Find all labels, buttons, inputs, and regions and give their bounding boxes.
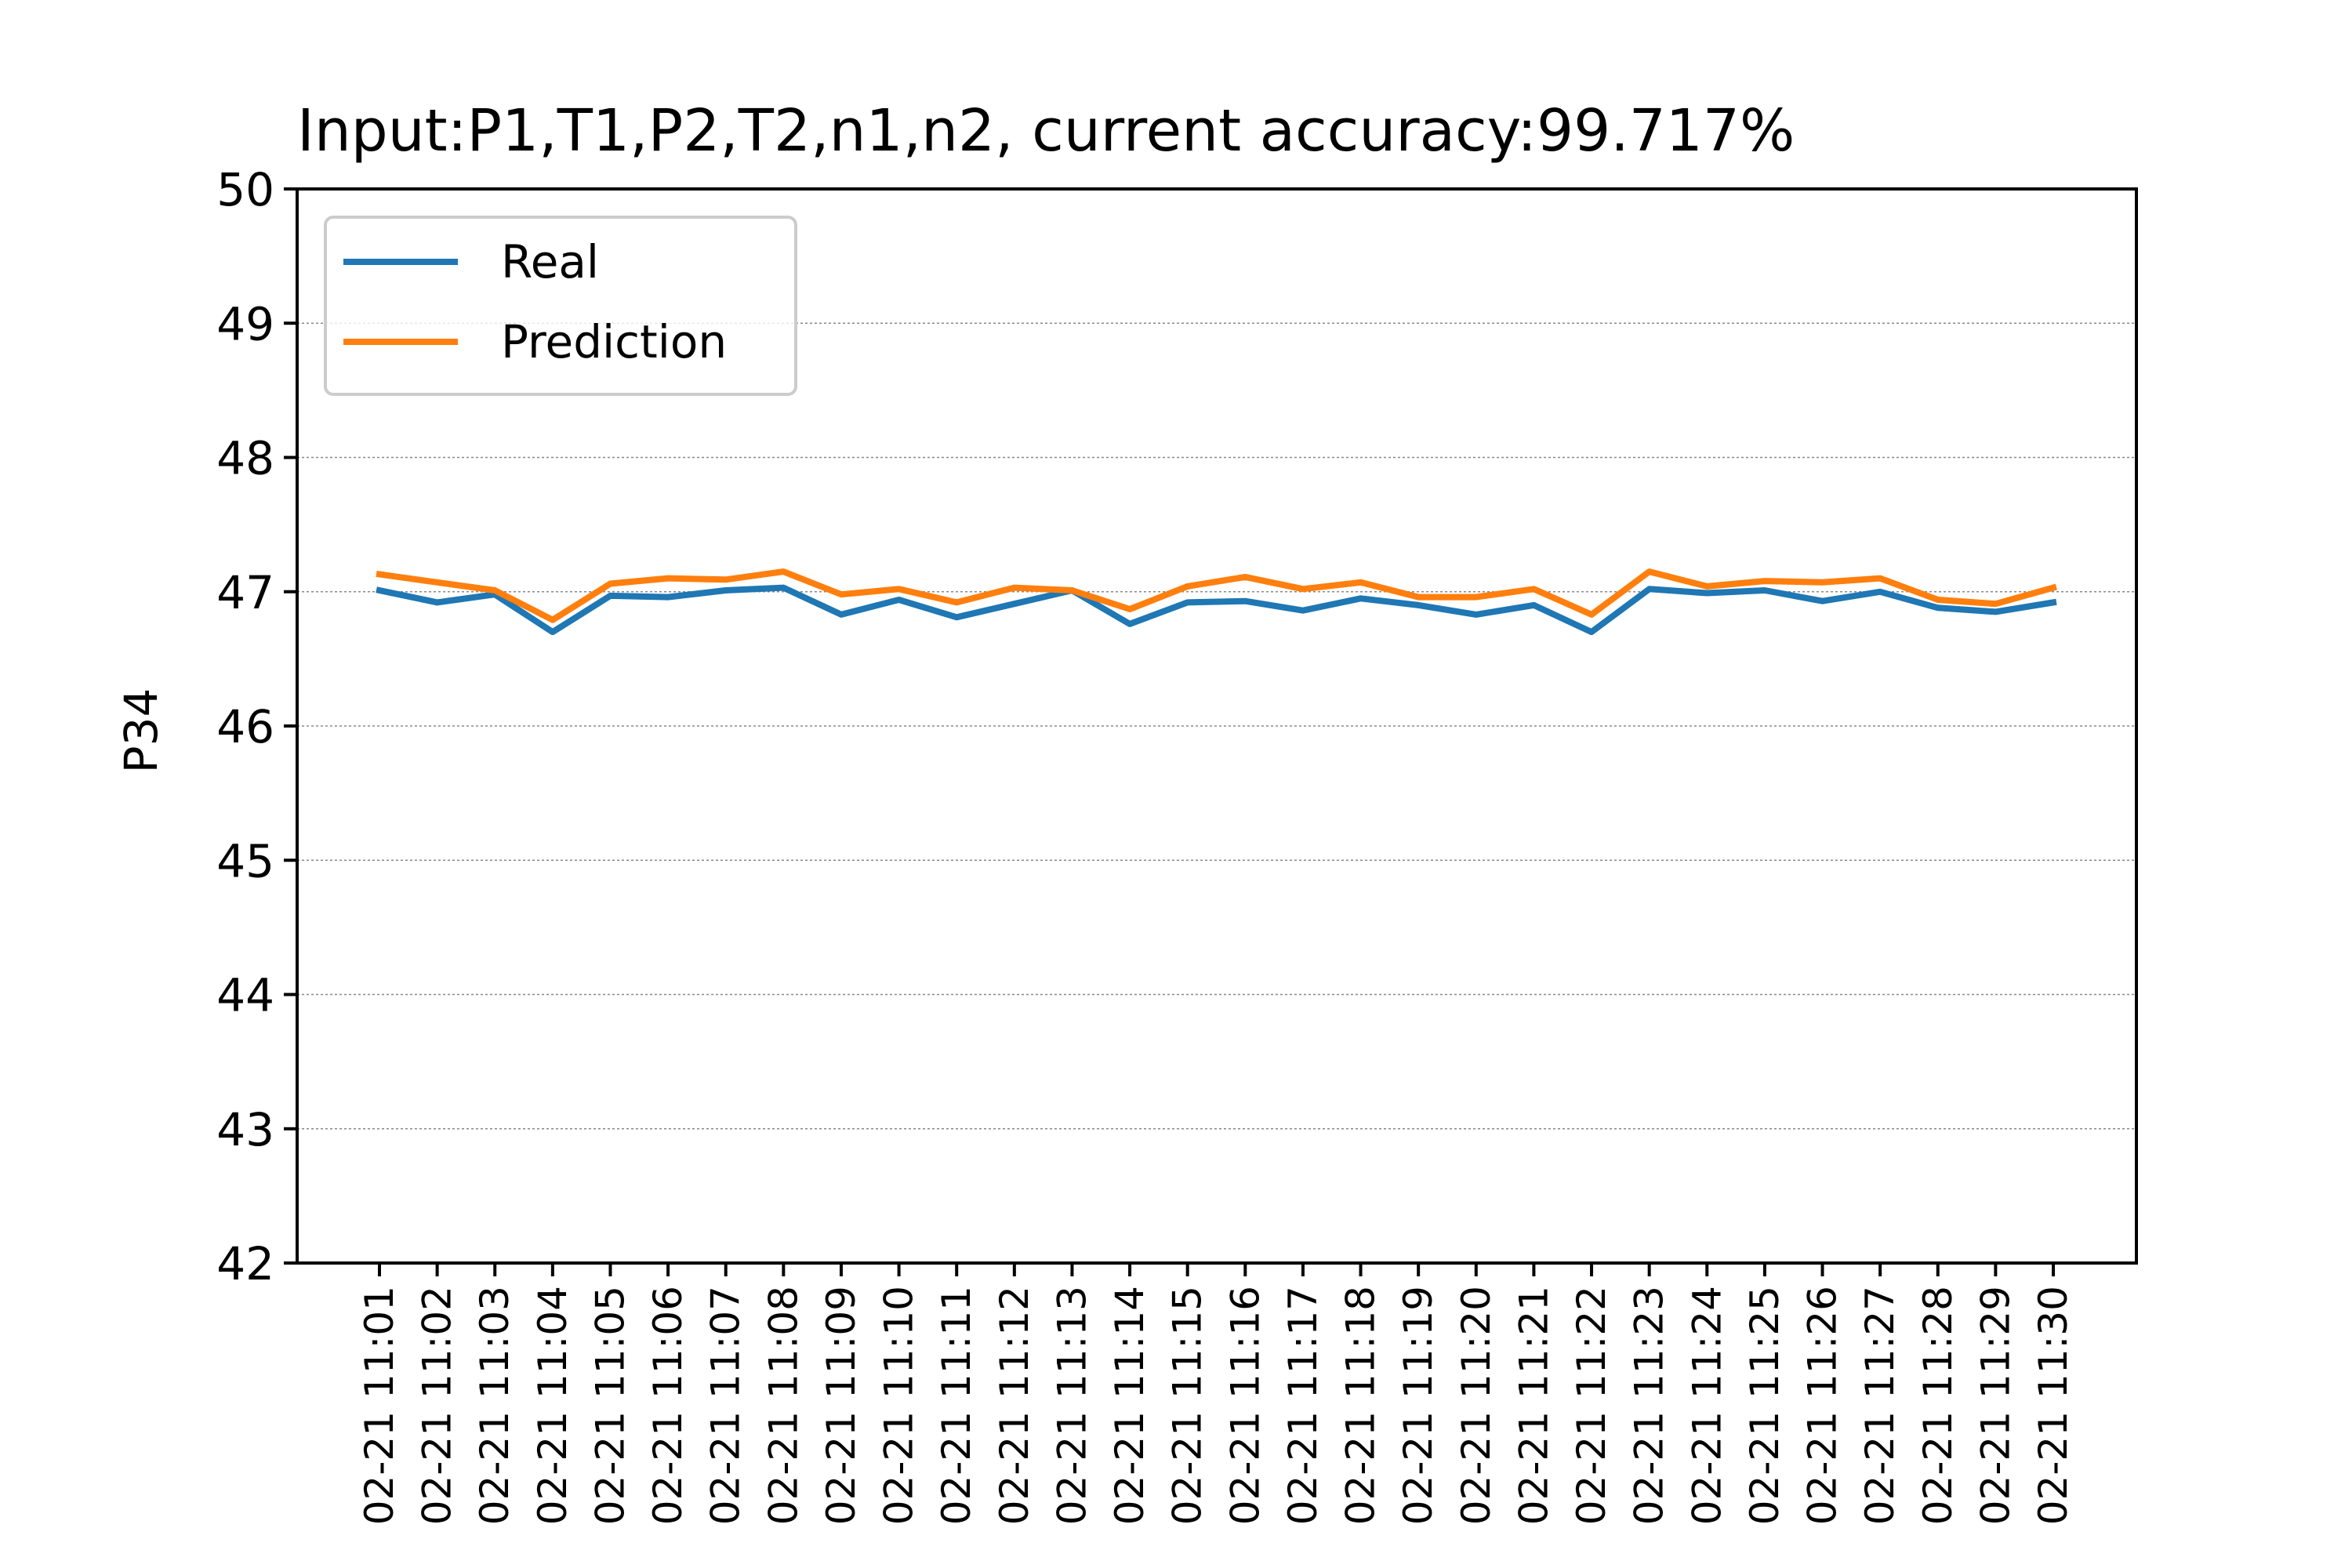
x-tick-label-24: 02-21 11:25 xyxy=(1742,1286,1788,1525)
legend-prediction-label: Prediction xyxy=(501,315,727,368)
x-tick-label-12: 02-21 11:13 xyxy=(1049,1286,1094,1525)
x-tick-label-25: 02-21 11:26 xyxy=(1800,1286,1846,1525)
x-tick-label-19: 02-21 11:20 xyxy=(1454,1286,1499,1525)
y-tick-label-8: 50 xyxy=(216,163,274,216)
x-tick-label-28: 02-21 11:29 xyxy=(1973,1286,2018,1525)
x-tick-label-8: 02-21 11:09 xyxy=(818,1286,864,1525)
series-line-prediction xyxy=(376,568,2057,623)
series-line-real xyxy=(376,584,2057,636)
x-tick-label-18: 02-21 11:19 xyxy=(1396,1286,1441,1525)
x-axis-ticks: 02-21 11:01 02-21 11:02 02-21 11:03 02-21 1… xyxy=(357,1263,2076,1525)
y-tick-label-1: 43 xyxy=(216,1103,274,1156)
x-tick-label-4: 02-21 11:05 xyxy=(587,1286,633,1525)
x-tick-label-27: 02-21 11:28 xyxy=(1915,1286,1961,1525)
series-lines xyxy=(376,568,2057,636)
x-tick-label-13: 02-21 11:14 xyxy=(1107,1286,1152,1525)
x-tick-label-29: 02-21 11:30 xyxy=(2031,1286,2076,1525)
y-tick-label-7: 49 xyxy=(216,297,274,350)
x-tick-label-17: 02-21 11:18 xyxy=(1338,1286,1384,1525)
x-tick-label-1: 02-21 11:02 xyxy=(415,1286,460,1525)
x-tick-label-11: 02-21 11:12 xyxy=(992,1286,1037,1525)
x-tick-label-14: 02-21 11:15 xyxy=(1165,1286,1210,1525)
y-tick-label-0: 42 xyxy=(216,1237,274,1290)
x-tick-label-7: 02-21 11:08 xyxy=(760,1286,806,1525)
x-tick-label-5: 02-21 11:06 xyxy=(645,1286,691,1525)
y-tick-label-3: 45 xyxy=(216,834,274,887)
x-tick-label-10: 02-21 11:11 xyxy=(934,1286,979,1525)
x-tick-label-2: 02-21 11:03 xyxy=(472,1286,517,1525)
x-tick-label-22: 02-21 11:23 xyxy=(1627,1286,1672,1525)
x-tick-label-0: 02-21 11:01 xyxy=(357,1286,402,1525)
y-tick-label-6: 48 xyxy=(216,432,274,485)
legend: Real Prediction xyxy=(324,216,797,396)
x-tick-label-15: 02-21 11:16 xyxy=(1222,1286,1268,1525)
x-tick-label-21: 02-21 11:22 xyxy=(1569,1286,1614,1525)
x-tick-label-20: 02-21 11:21 xyxy=(1511,1286,1556,1525)
y-axis-label: P34 xyxy=(114,688,168,774)
y-tick-label-2: 44 xyxy=(216,969,274,1022)
y-axis-ticks: 42 43 44 45 46 47 48 49 50 xyxy=(216,163,297,1290)
y-tick-label-5: 47 xyxy=(216,566,274,619)
x-tick-label-6: 02-21 11:07 xyxy=(703,1286,749,1525)
x-tick-label-16: 02-21 11:17 xyxy=(1280,1286,1326,1525)
grid xyxy=(297,322,2136,1130)
legend-real-label: Real xyxy=(501,235,599,289)
y-tick-label-4: 46 xyxy=(216,700,274,753)
chart-title: Input:P1,T1,P2,T2,n1,n2, current accurac… xyxy=(297,97,1795,165)
x-tick-label-23: 02-21 11:24 xyxy=(1684,1286,1730,1525)
x-tick-label-3: 02-21 11:04 xyxy=(530,1286,575,1525)
x-tick-label-26: 02-21 11:27 xyxy=(1857,1286,1903,1525)
x-tick-label-9: 02-21 11:10 xyxy=(877,1286,922,1525)
